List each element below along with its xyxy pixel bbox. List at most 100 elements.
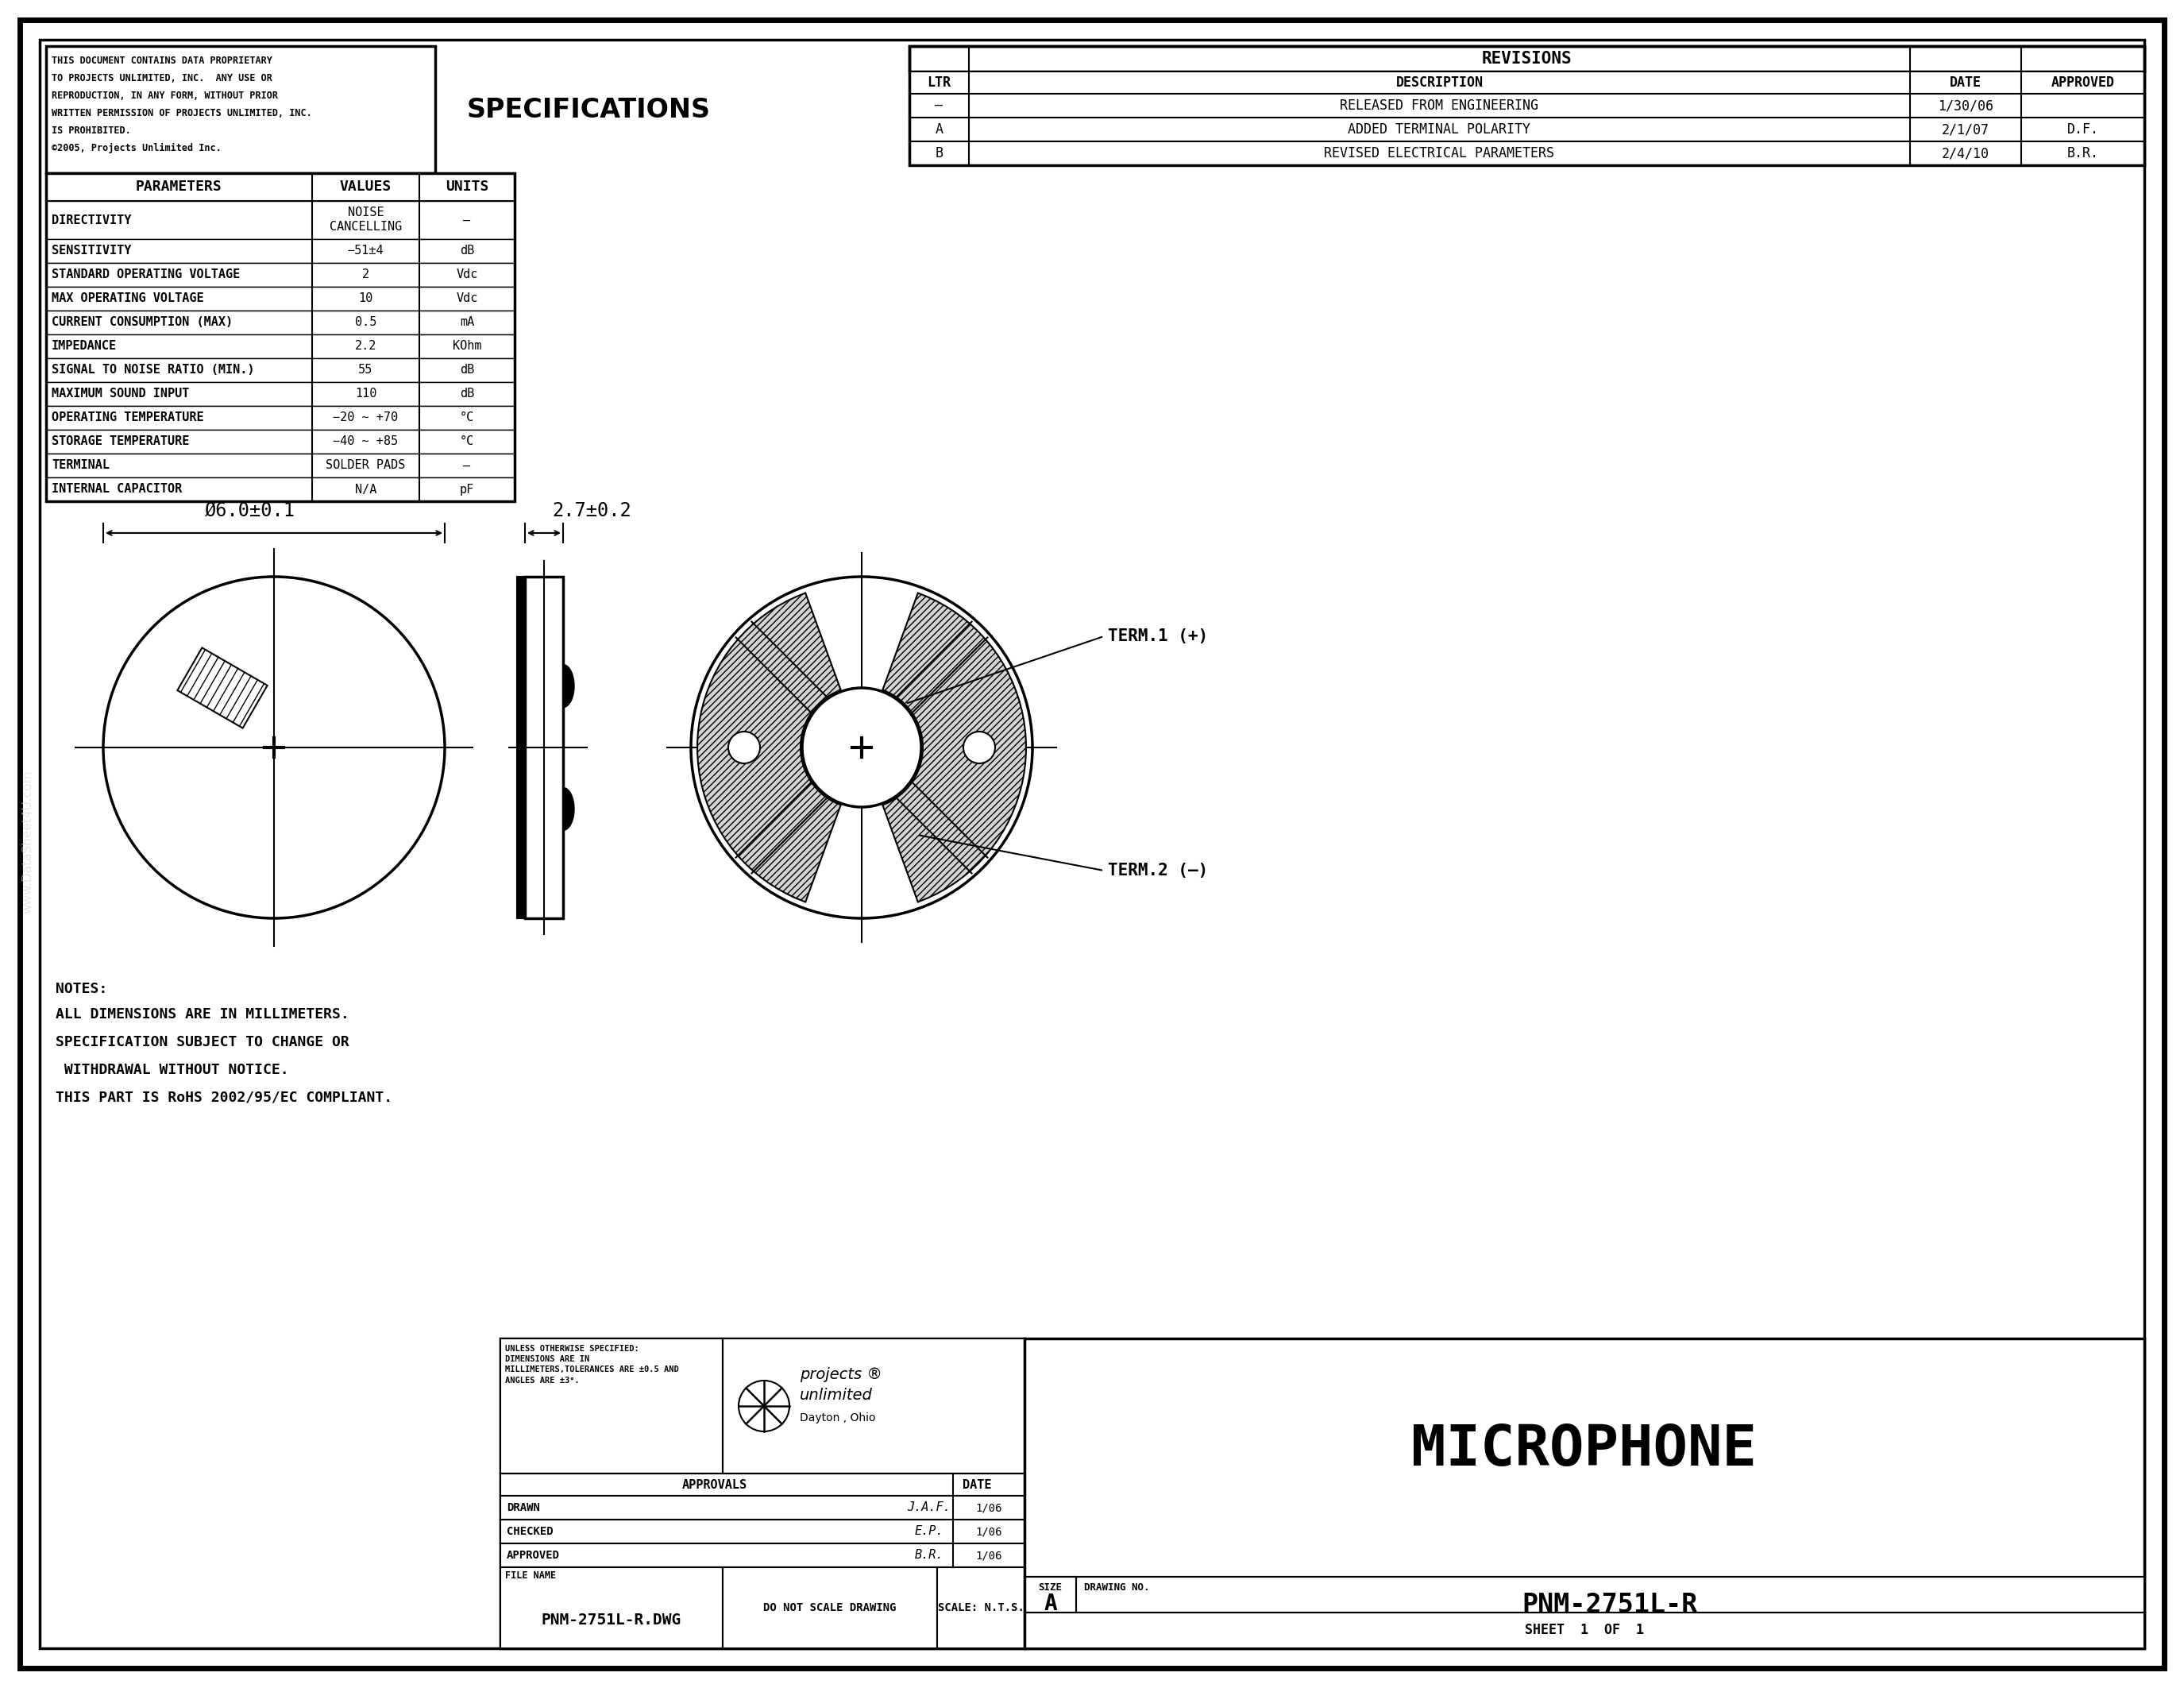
Bar	[46, 46, 435, 174]
Polygon shape	[563, 788, 574, 830]
Text: unlimited: unlimited	[799, 1388, 874, 1403]
Circle shape	[690, 577, 1033, 918]
Text: 2/1/07: 2/1/07	[1942, 122, 1990, 137]
Text: SENSITIVITY: SENSITIVITY	[52, 245, 131, 257]
Bar	[177, 648, 266, 728]
Bar	[500, 1474, 1024, 1496]
Text: LTR: LTR	[928, 76, 950, 89]
Text: MICROPHONE: MICROPHONE	[1411, 1423, 1758, 1477]
Text: 55: 55	[358, 365, 373, 376]
Text: B.R.: B.R.	[915, 1550, 943, 1561]
Text: SIGNAL TO NOISE RATIO (MIN.): SIGNAL TO NOISE RATIO (MIN.)	[52, 365, 256, 376]
Text: PARAMETERS: PARAMETERS	[135, 181, 223, 194]
Text: −40 ∼ +85: −40 ∼ +85	[334, 436, 397, 447]
Text: DRAWING NO.: DRAWING NO.	[1083, 1582, 1149, 1592]
Circle shape	[727, 731, 760, 763]
Text: TERMINAL: TERMINAL	[52, 459, 109, 471]
Text: APPROVED: APPROVED	[507, 1550, 559, 1561]
Text: A: A	[935, 122, 943, 137]
Text: CHECKED: CHECKED	[507, 1526, 553, 1538]
Text: 0.5: 0.5	[354, 317, 376, 329]
Bar	[1024, 1612, 2145, 1647]
Bar	[500, 1339, 723, 1474]
Text: SCALE: N.T.S.: SCALE: N.T.S.	[937, 1602, 1024, 1614]
Text: DIRECTIVITY: DIRECTIVITY	[52, 214, 131, 226]
Text: SPECIFICATIONS: SPECIFICATIONS	[467, 96, 710, 123]
Circle shape	[738, 1381, 788, 1431]
Text: REPRODUCTION, IN ANY FORM, WITHOUT PRIOR: REPRODUCTION, IN ANY FORM, WITHOUT PRIOR	[52, 89, 277, 101]
Text: B.R.: B.R.	[2066, 147, 2099, 160]
Bar	[909, 95, 2145, 118]
Text: projects ®: projects ®	[799, 1367, 882, 1382]
Bar	[46, 430, 515, 454]
Bar	[500, 1566, 723, 1647]
Text: D.F.: D.F.	[2066, 122, 2099, 137]
Text: dB: dB	[459, 388, 474, 400]
Text: TERM.1 (+): TERM.1 (+)	[1107, 628, 1208, 645]
Text: 1/06: 1/06	[976, 1526, 1002, 1538]
Bar	[46, 287, 515, 311]
Text: pF: pF	[459, 483, 474, 495]
Bar	[46, 478, 515, 501]
Circle shape	[802, 689, 922, 807]
Bar	[518, 577, 524, 918]
Text: UNLESS OTHERWISE SPECIFIED:
DIMENSIONS ARE IN
MILLIMETERS,TOLERANCES ARE ±0.5 AN: UNLESS OTHERWISE SPECIFIED: DIMENSIONS A…	[505, 1345, 679, 1384]
Text: –: –	[463, 459, 470, 471]
Text: °C: °C	[459, 412, 474, 424]
Text: N/A: N/A	[354, 483, 376, 495]
Text: 110: 110	[354, 388, 376, 400]
Text: DRAWN: DRAWN	[507, 1502, 539, 1512]
Text: UNITS: UNITS	[446, 181, 489, 194]
Bar	[46, 263, 515, 287]
Text: CURRENT CONSUMPTION (MAX): CURRENT CONSUMPTION (MAX)	[52, 317, 234, 329]
Bar	[909, 46, 2145, 165]
Bar	[46, 311, 515, 334]
Text: www.DataSheet4U.com: www.DataSheet4U.com	[22, 770, 33, 913]
Bar	[909, 118, 2145, 142]
Text: NOISE: NOISE	[347, 208, 384, 219]
Text: –: –	[935, 98, 943, 113]
Bar	[500, 1339, 2145, 1647]
Bar	[909, 46, 2145, 71]
Text: DO NOT SCALE DRAWING: DO NOT SCALE DRAWING	[764, 1602, 895, 1614]
Bar	[500, 1543, 1024, 1566]
Text: Vdc: Vdc	[456, 292, 478, 304]
Text: CANCELLING: CANCELLING	[330, 221, 402, 233]
Text: IS PROHIBITED.: IS PROHIBITED.	[52, 125, 131, 135]
Bar	[46, 174, 515, 201]
Bar	[500, 1496, 1024, 1519]
Bar	[909, 71, 2145, 95]
Text: STANDARD OPERATING VOLTAGE: STANDARD OPERATING VOLTAGE	[52, 268, 240, 280]
Bar	[1024, 1577, 1077, 1612]
Text: 2/4/10: 2/4/10	[1942, 147, 1990, 160]
Bar	[937, 1566, 1024, 1647]
Text: B: B	[935, 147, 943, 160]
Bar	[909, 142, 2145, 165]
Text: J.A.F.: J.A.F.	[906, 1502, 950, 1514]
Text: STORAGE TEMPERATURE: STORAGE TEMPERATURE	[52, 436, 190, 447]
Text: SHEET  1  OF  1: SHEET 1 OF 1	[1524, 1622, 1645, 1637]
Text: 10: 10	[358, 292, 373, 304]
Text: WITHDRAWAL WITHOUT NOTICE.: WITHDRAWAL WITHOUT NOTICE.	[55, 1063, 288, 1077]
Text: APPROVED: APPROVED	[2051, 76, 2114, 89]
Text: mA: mA	[459, 317, 474, 329]
Text: E.P.: E.P.	[915, 1526, 943, 1538]
Bar	[46, 174, 515, 501]
Text: NOTES:: NOTES:	[55, 982, 107, 996]
Text: DATE: DATE	[1950, 76, 1981, 89]
Bar	[723, 1339, 1024, 1474]
Text: 1/30/06: 1/30/06	[1937, 98, 1994, 113]
Bar	[46, 201, 515, 240]
Bar	[524, 577, 563, 918]
Text: 1/06: 1/06	[976, 1550, 1002, 1561]
Bar	[46, 381, 515, 405]
Text: KOhm: KOhm	[452, 341, 480, 353]
Bar	[1024, 1577, 2145, 1647]
Text: INTERNAL CAPACITOR: INTERNAL CAPACITOR	[52, 483, 181, 495]
Bar	[46, 358, 515, 381]
Text: Ø6.0±0.1: Ø6.0±0.1	[205, 501, 295, 520]
Text: –: –	[463, 214, 470, 226]
Text: Dayton , Ohio: Dayton , Ohio	[799, 1413, 876, 1423]
Text: PNM-2751L-R: PNM-2751L-R	[1522, 1592, 1699, 1617]
Bar	[723, 1566, 937, 1647]
